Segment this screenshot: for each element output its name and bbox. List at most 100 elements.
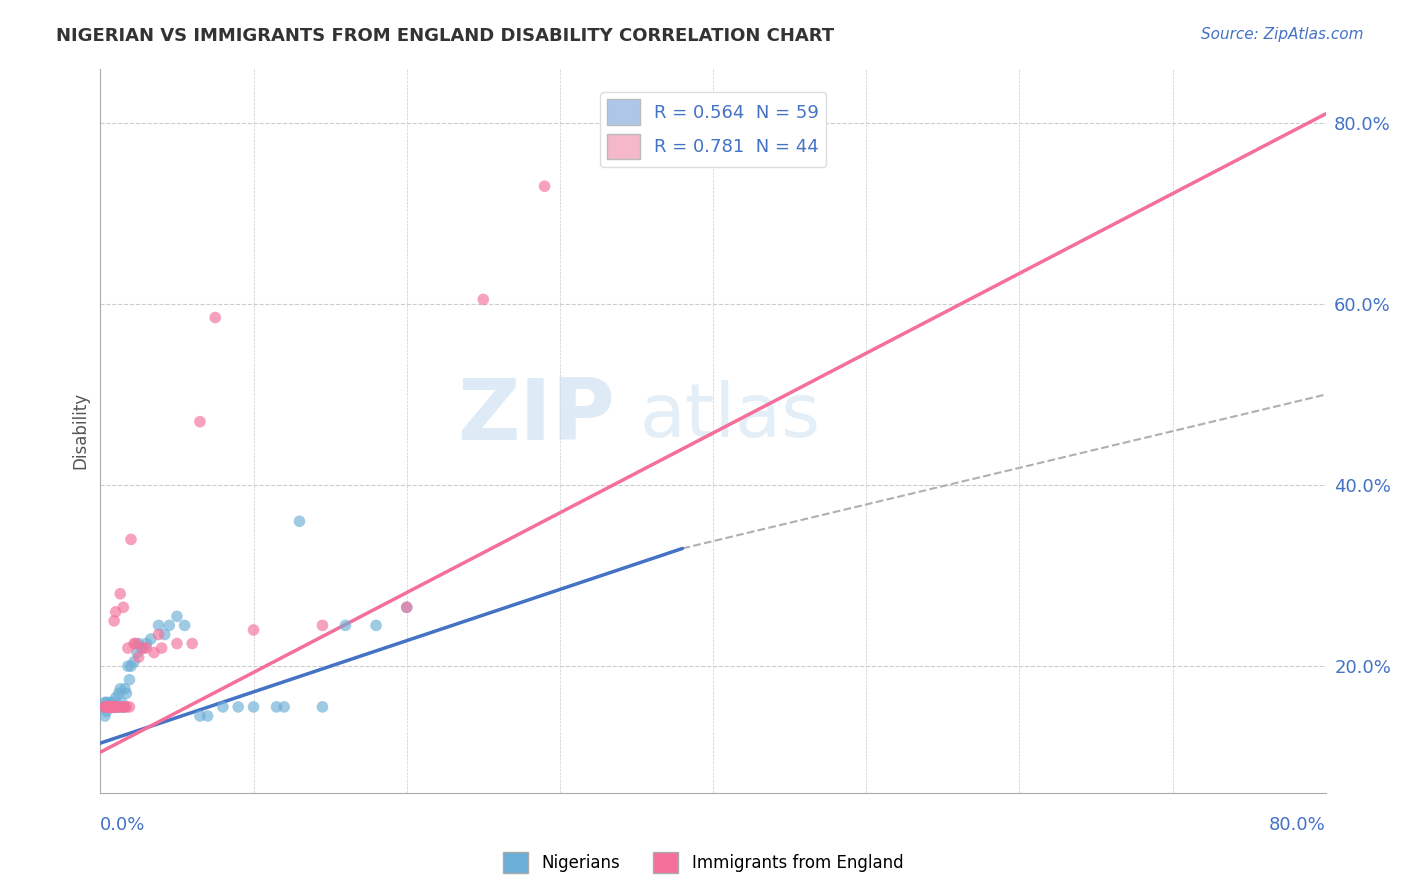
Point	[100, 700, 122, 714]
Text: ZIP: ZIP	[457, 375, 614, 458]
Point	[110, 681, 132, 696]
Point	[311, 618, 333, 632]
Point	[181, 636, 204, 650]
Point	[111, 700, 134, 714]
Point	[98, 700, 121, 714]
Point	[112, 600, 135, 615]
Point	[395, 600, 418, 615]
Point	[127, 646, 149, 660]
Point	[97, 700, 120, 714]
Point	[226, 700, 249, 714]
Point	[101, 695, 124, 709]
Point	[157, 618, 180, 632]
Point	[97, 700, 120, 714]
Point	[101, 700, 124, 714]
Point	[112, 700, 135, 714]
Point	[122, 655, 145, 669]
Point	[111, 695, 134, 709]
Point	[107, 686, 129, 700]
Point	[97, 700, 120, 714]
Point	[131, 641, 153, 656]
Point	[93, 700, 115, 714]
Point	[100, 700, 122, 714]
Text: 0.0%: 0.0%	[100, 815, 146, 834]
Point	[242, 700, 264, 714]
Text: 80.0%: 80.0%	[1270, 815, 1326, 834]
Point	[94, 700, 117, 714]
Point	[104, 700, 127, 714]
Point	[150, 641, 173, 656]
Point	[472, 293, 495, 307]
Legend: Nigerians, Immigrants from England: Nigerians, Immigrants from England	[496, 846, 910, 880]
Point	[96, 700, 118, 714]
Text: Source: ZipAtlas.com: Source: ZipAtlas.com	[1201, 27, 1364, 42]
Point	[103, 700, 125, 714]
Point	[101, 700, 124, 714]
Point	[128, 636, 150, 650]
Point	[97, 700, 120, 714]
Point	[120, 659, 142, 673]
Point	[166, 636, 188, 650]
Point	[117, 659, 139, 673]
Point	[212, 700, 235, 714]
Point	[188, 415, 211, 429]
Point	[266, 700, 288, 714]
Point	[143, 646, 166, 660]
Point	[98, 700, 121, 714]
Point	[533, 179, 555, 194]
Point	[100, 700, 122, 714]
Point	[128, 650, 150, 665]
Point	[97, 700, 120, 714]
Point	[395, 600, 418, 615]
Point	[148, 627, 170, 641]
Point	[111, 700, 134, 714]
Point	[242, 623, 264, 637]
Point	[114, 681, 136, 696]
Point	[105, 700, 128, 714]
Point	[96, 695, 118, 709]
Point	[117, 641, 139, 656]
Point	[107, 700, 129, 714]
Point	[135, 641, 157, 656]
Point	[364, 618, 387, 632]
Legend: R = 0.564  N = 59, R = 0.781  N = 44: R = 0.564 N = 59, R = 0.781 N = 44	[600, 92, 827, 167]
Text: NIGERIAN VS IMMIGRANTS FROM ENGLAND DISABILITY CORRELATION CHART: NIGERIAN VS IMMIGRANTS FROM ENGLAND DISA…	[56, 27, 834, 45]
Point	[311, 700, 333, 714]
Point	[118, 700, 141, 714]
Point	[132, 641, 155, 656]
Point	[103, 700, 125, 714]
Point	[105, 700, 128, 714]
Point	[100, 700, 122, 714]
Point	[94, 709, 117, 723]
Point	[197, 709, 219, 723]
Point	[204, 310, 226, 325]
Point	[112, 700, 135, 714]
Y-axis label: Disability: Disability	[72, 392, 89, 469]
Point	[104, 605, 127, 619]
Point	[98, 700, 121, 714]
Point	[103, 700, 125, 714]
Point	[94, 700, 117, 714]
Point	[124, 636, 146, 650]
Text: atlas: atlas	[640, 380, 821, 453]
Point	[100, 700, 122, 714]
Point	[103, 614, 125, 628]
Point	[97, 700, 120, 714]
Point	[139, 632, 162, 646]
Point	[148, 618, 170, 632]
Point	[101, 700, 124, 714]
Point	[114, 700, 136, 714]
Point	[104, 690, 127, 705]
Point	[118, 673, 141, 687]
Point	[98, 700, 121, 714]
Point	[105, 700, 128, 714]
Point	[166, 609, 188, 624]
Point	[115, 686, 138, 700]
Point	[135, 636, 157, 650]
Point	[100, 700, 122, 714]
Point	[98, 700, 121, 714]
Point	[188, 709, 211, 723]
Point	[335, 618, 357, 632]
Point	[273, 700, 295, 714]
Point	[96, 705, 118, 719]
